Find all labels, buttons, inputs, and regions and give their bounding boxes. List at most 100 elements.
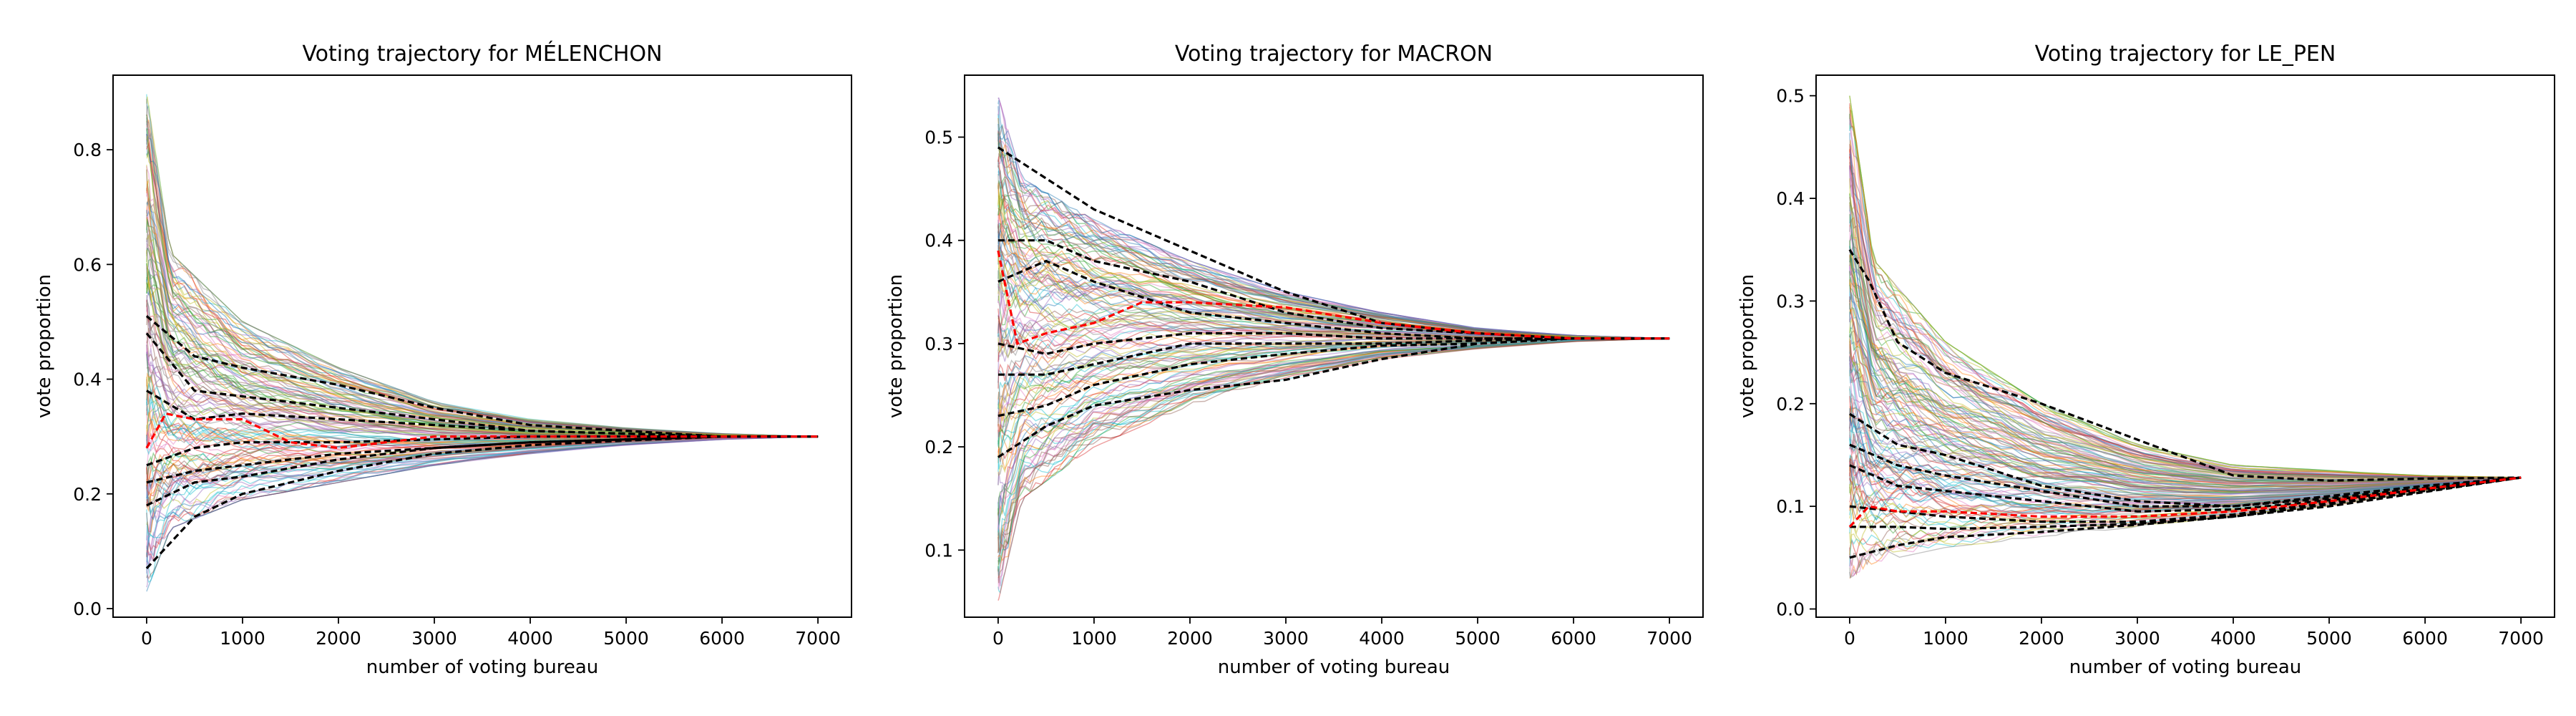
background-trajectories [146, 94, 819, 592]
background-trajectory [1849, 202, 2522, 480]
background-trajectory [1849, 333, 2522, 492]
y-tick-label: 0.4 [924, 231, 953, 251]
background-trajectory [1849, 205, 2522, 480]
highlight-trajectories [997, 146, 1670, 458]
y-tick-label: 0.4 [1776, 188, 1805, 209]
background-trajectory [1849, 291, 2522, 488]
background-trajectory [1849, 145, 2522, 478]
background-trajectory [1849, 218, 2522, 480]
background-trajectory [997, 233, 1670, 339]
x-tick-label: 0 [992, 628, 1004, 649]
y-tick-label: 0.1 [924, 540, 953, 561]
background-trajectory [1849, 396, 2522, 500]
background-trajectory [997, 137, 1670, 339]
mean-trajectory [1848, 476, 2522, 528]
background-trajectory [997, 123, 1670, 339]
background-trajectory [1849, 214, 2522, 480]
background-trajectory [997, 153, 1670, 339]
background-trajectory [997, 338, 1670, 572]
background-trajectory [1849, 196, 2522, 480]
background-trajectory [146, 436, 819, 580]
background-trajectory [1849, 339, 2522, 492]
background-trajectory [1849, 95, 2522, 478]
background-trajectory [1849, 132, 2522, 478]
axes-frame [1815, 74, 2555, 618]
highlight-trajectories [1848, 248, 2522, 559]
background-trajectory [997, 286, 1670, 339]
background-trajectory [997, 252, 1670, 339]
background-trajectory [1849, 162, 2522, 478]
background-trajectory [997, 100, 1670, 339]
background-trajectory [997, 338, 1670, 601]
background-trajectory [1849, 447, 2522, 513]
background-trajectory [146, 198, 819, 437]
background-trajectory [1849, 458, 2522, 516]
background-trajectory [146, 436, 819, 563]
background-trajectory [1849, 477, 2522, 513]
y-tick-label: 0.0 [73, 599, 102, 619]
background-trajectory [997, 133, 1670, 339]
background-trajectory [1849, 140, 2522, 478]
y-tick-label: 0.8 [73, 140, 102, 160]
background-trajectory [1849, 296, 2522, 486]
background-trajectory [146, 436, 819, 515]
y-tick-label: 0.2 [924, 437, 953, 458]
background-trajectory [997, 272, 1670, 339]
background-trajectory [146, 215, 819, 437]
axes-frame [112, 74, 852, 618]
background-trajectory [1849, 251, 2522, 483]
background-trajectory [997, 338, 1670, 563]
background-trajectory [997, 165, 1670, 339]
y-tick-label: 0.1 [1776, 496, 1805, 517]
background-trajectory [997, 338, 1670, 553]
background-trajectory [997, 338, 1670, 449]
x-tick-label: 0 [1844, 628, 1855, 649]
background-trajectory [997, 338, 1670, 516]
y-tick-label: 0.3 [1776, 291, 1805, 311]
background-trajectory [1849, 346, 2522, 493]
background-trajectory [1849, 167, 2522, 478]
background-trajectory [1849, 193, 2522, 479]
background-trajectory [146, 198, 819, 437]
background-trajectory [1849, 357, 2522, 495]
background-trajectory [146, 134, 819, 437]
background-trajectory [146, 117, 819, 437]
background-trajectory [997, 338, 1670, 552]
background-trajectory [997, 246, 1670, 339]
background-trajectory [1849, 279, 2522, 485]
background-trajectory [997, 338, 1670, 576]
x-tick-label: 7000 [2498, 628, 2544, 649]
background-trajectory [997, 141, 1670, 339]
background-trajectory [1849, 369, 2522, 498]
background-trajectory [997, 338, 1670, 554]
background-trajectory [146, 436, 819, 579]
background-trajectory [1849, 299, 2522, 488]
background-trajectory [1849, 361, 2522, 493]
background-trajectory [146, 96, 819, 437]
x-axis-label: number of voting bureau [366, 657, 599, 678]
background-trajectory [146, 436, 819, 516]
background-trajectory [146, 145, 819, 437]
chart-panel-3: 0 1000 2000 3000 4000 5000 6000 7000 0.0 0.1 0.2 0.… [1737, 42, 2555, 678]
background-trajectory [1849, 193, 2522, 479]
background-trajectory [1849, 362, 2522, 492]
background-trajectory [997, 159, 1670, 339]
y-tick-label: 0.3 [924, 334, 953, 354]
highlight-trajectory-7 [997, 337, 1670, 458]
background-trajectory [997, 268, 1670, 339]
background-trajectory [997, 275, 1670, 339]
x-tick-label: 4000 [1359, 628, 1405, 649]
background-trajectory [1849, 165, 2522, 479]
axes-frame [964, 74, 1704, 618]
background-trajectory [997, 338, 1670, 517]
background-trajectory [146, 133, 819, 437]
x-tick-label: 5000 [603, 628, 649, 649]
background-trajectory [146, 436, 819, 539]
background-trajectory [146, 169, 819, 437]
background-trajectory [997, 338, 1670, 527]
background-trajectories [997, 97, 1670, 601]
background-trajectory [1849, 105, 2522, 478]
background-trajectory [146, 436, 819, 499]
x-tick-label: 2000 [2019, 628, 2064, 649]
background-trajectory [1849, 228, 2522, 484]
